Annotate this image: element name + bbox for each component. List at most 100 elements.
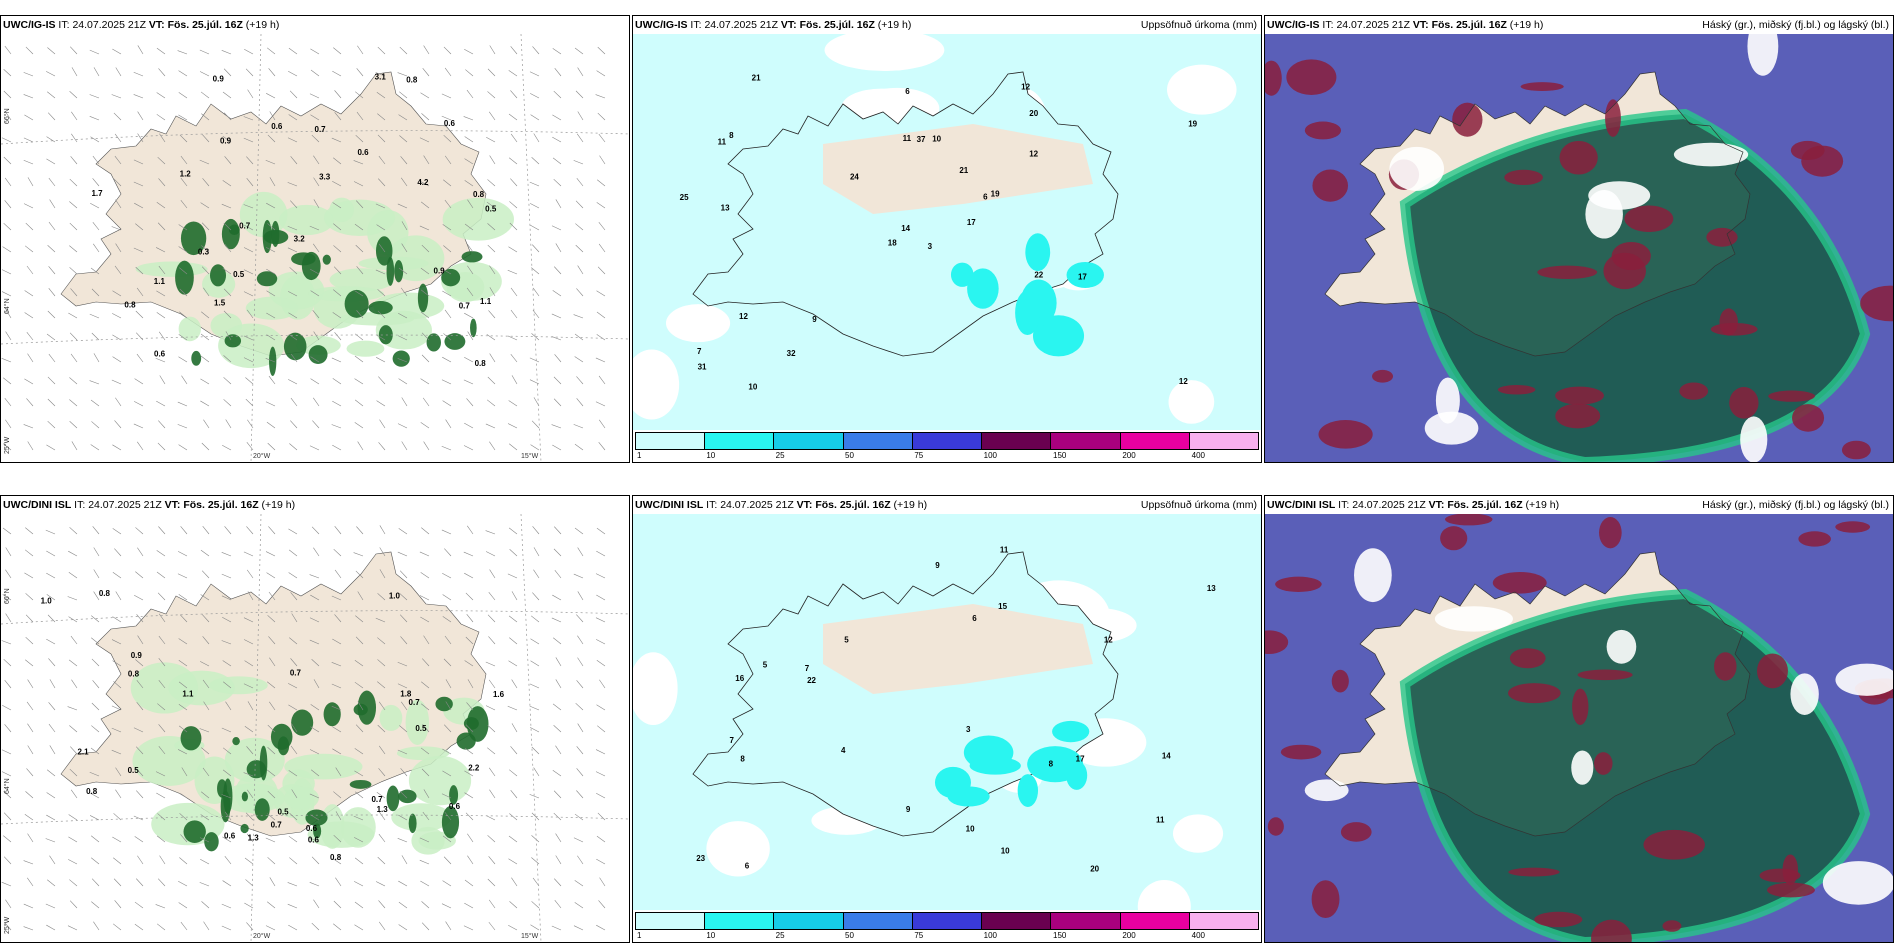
wind-barb	[134, 378, 144, 385]
wind-barb	[157, 878, 166, 887]
value-label: 11	[718, 138, 727, 147]
init-time: 24.07.2025 21Z	[88, 499, 162, 511]
wind-barb	[422, 811, 430, 821]
wind-barb	[23, 424, 34, 429]
wind-barb	[200, 378, 210, 385]
precip-area-heavy	[463, 717, 479, 730]
wind-barb	[201, 245, 210, 253]
wind-barb	[3, 377, 12, 385]
wind-barb	[246, 789, 254, 799]
colorbar-swatch	[636, 913, 706, 929]
wind-barb	[201, 222, 210, 231]
high-cloud-patch	[1759, 868, 1801, 883]
wind-barb	[595, 639, 606, 645]
wind-barb	[3, 856, 12, 865]
wind-barb	[287, 225, 298, 231]
wind-barb	[90, 444, 100, 451]
wind-barb	[375, 269, 386, 275]
map-clouds	[1265, 34, 1893, 462]
wind-barb	[464, 660, 474, 667]
precip-area-heavy	[224, 334, 242, 348]
value-label: 9	[812, 315, 817, 324]
wind-barb	[533, 547, 540, 557]
wind-barb	[178, 902, 188, 909]
wind-barb	[530, 444, 540, 451]
wind-barb	[485, 551, 496, 557]
wind-barb	[69, 267, 78, 275]
precip-area-heavy	[209, 264, 227, 287]
axis-label: 66°N	[3, 108, 11, 124]
wind-barb	[25, 636, 34, 645]
colorbar-swatch	[912, 913, 983, 929]
wind-barb	[488, 111, 496, 121]
dry-area	[1168, 380, 1215, 424]
panel-header: UWC/DINI ISL IT: 24.07.2025 21Z VT: Fös.…	[633, 496, 1261, 514]
wind-barb	[46, 792, 56, 799]
wind-barb	[25, 593, 34, 601]
wind-barb	[289, 813, 298, 821]
wind-barb	[47, 398, 56, 407]
high-cloud-patch	[1555, 386, 1604, 405]
wind-barb	[310, 769, 320, 777]
wind-barb	[158, 331, 166, 341]
wind-barb	[178, 660, 188, 667]
wind-barb	[332, 638, 342, 645]
wind-barb	[487, 68, 496, 77]
wind-barb	[223, 112, 232, 121]
wind-barb	[136, 287, 144, 297]
wind-barb	[159, 855, 166, 865]
wind-barb	[69, 46, 78, 55]
wind-barb	[531, 746, 540, 755]
wind-barb	[331, 683, 342, 689]
lead-time: (+19 h)	[1525, 499, 1560, 511]
iceland-coastline	[1324, 71, 1751, 357]
wind-barb	[420, 311, 430, 319]
wind-barb	[421, 681, 430, 689]
wind-barb	[420, 289, 430, 297]
wind-barb	[464, 422, 474, 429]
wind-barb	[158, 613, 166, 623]
clear-sky-area	[1304, 779, 1349, 802]
wind-barb	[114, 900, 122, 909]
wind-barb	[46, 71, 56, 77]
wind-barb	[5, 111, 12, 121]
wind-barb	[441, 529, 452, 535]
wind-barb	[71, 67, 78, 77]
wind-barb	[70, 789, 78, 799]
wind-barb	[157, 222, 166, 231]
wind-barb	[577, 547, 584, 557]
wind-barb	[93, 921, 100, 931]
wind-barb	[180, 834, 188, 843]
high-cloud-patch	[1714, 652, 1737, 681]
lead-time: (+19 h)	[893, 499, 928, 511]
wind-barb	[267, 790, 276, 799]
colorbar-swatch	[636, 433, 706, 449]
wind-barb	[397, 358, 408, 363]
high-cloud-patch	[1605, 99, 1621, 137]
value-label: 17	[1076, 755, 1085, 764]
wind-barb	[288, 334, 298, 341]
value-label: 10	[1001, 846, 1010, 855]
wind-barb	[269, 877, 276, 887]
wind-barb	[291, 789, 298, 799]
wind-barb	[441, 903, 452, 909]
wind-barb	[422, 68, 430, 77]
wind-barb	[243, 683, 254, 689]
wind-barb	[2, 594, 12, 601]
wind-barb	[463, 925, 474, 931]
wind-barb	[221, 552, 232, 557]
wind-barb	[222, 268, 232, 275]
mid-cloud-edge	[1399, 588, 1871, 942]
wind-barb	[45, 529, 56, 535]
wind-barb	[552, 703, 562, 711]
wind-barb	[290, 592, 298, 601]
wind-barb	[26, 331, 34, 341]
wind-barb	[221, 794, 232, 799]
wind-barb	[596, 202, 606, 209]
wind-barb	[331, 595, 342, 601]
wind-barb	[574, 47, 584, 55]
map-wind-precip: 0.60.50.71.01.60.80.72.11.80.90.50.61.30…	[1, 514, 629, 942]
value-label: 7	[730, 736, 735, 745]
longitude-line	[520, 514, 542, 942]
